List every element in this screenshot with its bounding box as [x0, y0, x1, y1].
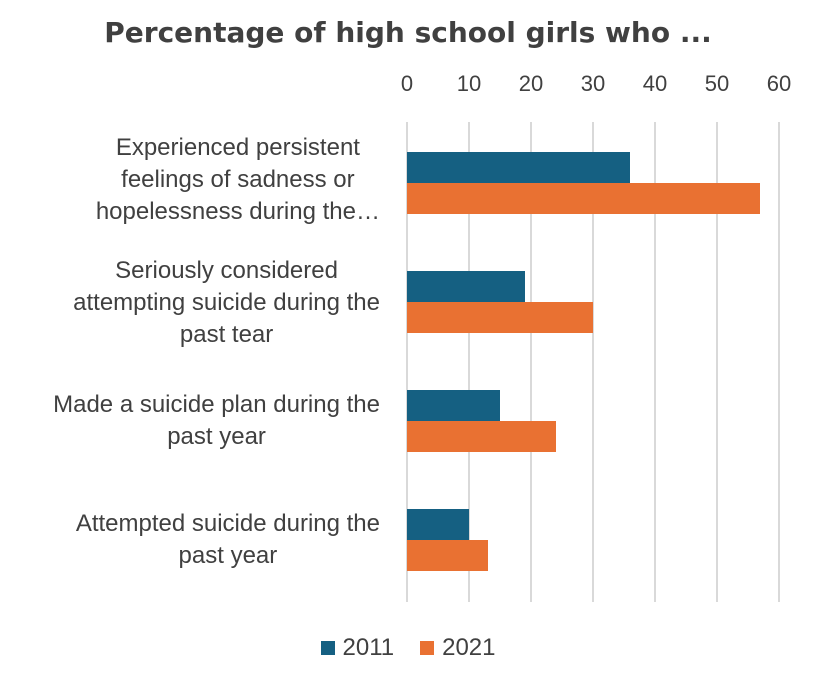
bar-2021-3: [407, 540, 488, 571]
x-tick-label: 50: [704, 71, 730, 96]
category-label: Seriously considered attempting suicide d…: [73, 255, 380, 351]
x-tick-label: 30: [580, 71, 606, 96]
bar-2021-2: [407, 421, 556, 452]
x-tick-label: 40: [642, 71, 668, 96]
bar-2011-2: [407, 390, 500, 421]
category-label: Attempted suicide during the past year: [76, 508, 380, 572]
bar-2011-1: [407, 271, 525, 302]
gridline-30: [592, 122, 594, 602]
category-label-line: Attempted suicide during the: [75, 510, 380, 537]
legend-item-2011: 2011: [320, 634, 395, 662]
category-label: Experienced persistent feelings of sadnes…: [96, 132, 380, 228]
category-label-line: past year: [178, 542, 278, 569]
category-label-line: feelings of sadness or: [121, 166, 355, 193]
gridline-0: [406, 122, 408, 602]
bar-2011-3: [407, 509, 469, 540]
legend-label-2021: 2021: [442, 634, 496, 661]
legend-label-2011: 2011: [342, 634, 395, 661]
gridline-20: [530, 122, 532, 602]
gridline-10: [468, 122, 470, 602]
legend-swatch-2021: [420, 641, 435, 655]
x-tick-label: 10: [456, 71, 482, 96]
gridline-60: [778, 122, 780, 602]
bar-2011-0: [407, 152, 631, 183]
x-tick-label: 20: [518, 71, 544, 96]
category-label-line: Experienced persistent: [115, 134, 360, 161]
category-label-line: hopelessness during the…: [95, 198, 380, 225]
legend-swatch-2011: [320, 641, 335, 655]
category-label: Made a suicide plan during the past year: [53, 389, 380, 453]
legend-item-2021: 2021: [420, 634, 496, 662]
category-label-line: Seriously considered: [115, 257, 338, 284]
category-label-line: past year: [167, 423, 266, 450]
category-label-line: past tear: [179, 321, 274, 348]
x-tick-label: 60: [766, 71, 792, 96]
legend: 2011 2021: [0, 634, 816, 662]
category-label-line: Made a suicide plan during the: [53, 391, 380, 418]
gridline-50: [716, 122, 718, 602]
chart-title: Percentage of high school girls who ...: [104, 16, 712, 49]
category-label-line: attempting suicide during the: [73, 289, 380, 316]
x-tick-label: 0: [400, 71, 414, 96]
bar-2021-1: [407, 302, 593, 333]
gridline-40: [654, 122, 656, 602]
bar-2021-0: [407, 183, 761, 214]
